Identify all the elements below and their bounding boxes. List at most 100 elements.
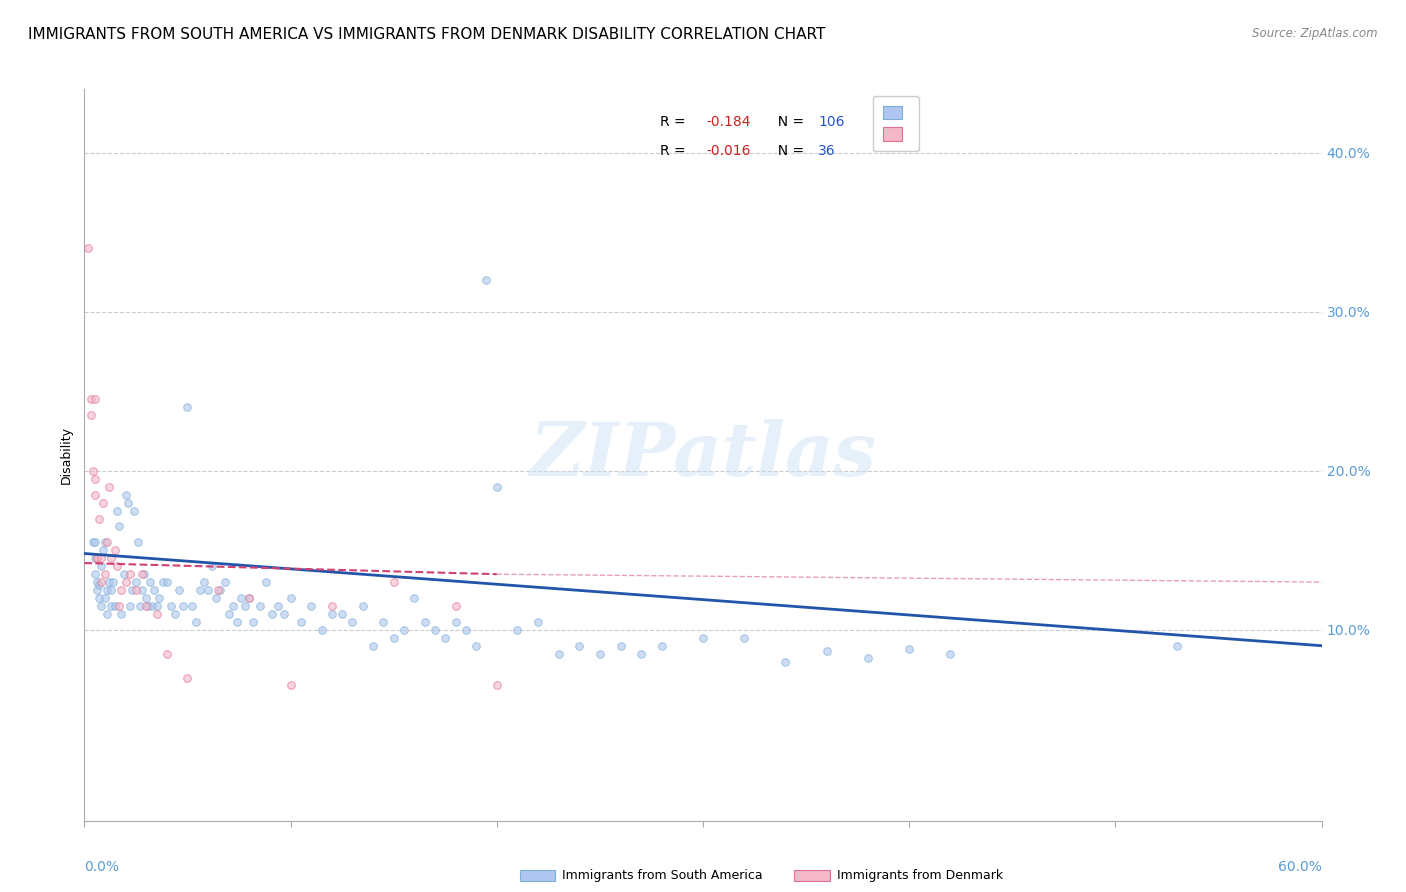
Point bbox=[382, 575, 405, 590]
Point bbox=[98, 480, 121, 494]
Point bbox=[290, 615, 312, 629]
Point bbox=[547, 647, 569, 661]
Point bbox=[114, 575, 136, 590]
Point bbox=[413, 615, 436, 629]
Point bbox=[1166, 639, 1188, 653]
Point bbox=[434, 631, 457, 645]
Point bbox=[527, 615, 550, 629]
Point bbox=[86, 583, 108, 598]
Point bbox=[100, 551, 122, 566]
Text: Immigrants from South America: Immigrants from South America bbox=[562, 869, 763, 881]
Point bbox=[110, 583, 132, 598]
Point bbox=[86, 551, 108, 566]
Point bbox=[136, 599, 159, 613]
Point bbox=[131, 567, 153, 582]
Point bbox=[222, 599, 245, 613]
Point bbox=[118, 567, 141, 582]
Point bbox=[110, 607, 132, 621]
Point bbox=[79, 408, 101, 422]
Point bbox=[361, 639, 384, 653]
Point bbox=[90, 575, 112, 590]
Point bbox=[86, 575, 108, 590]
Point bbox=[465, 639, 488, 653]
Point bbox=[321, 607, 343, 621]
Point bbox=[254, 575, 277, 590]
Point bbox=[90, 551, 112, 566]
Point bbox=[207, 583, 229, 598]
Text: ZIPatlas: ZIPatlas bbox=[530, 418, 876, 491]
Point bbox=[105, 503, 128, 517]
Point bbox=[267, 599, 290, 613]
Point bbox=[165, 607, 187, 621]
Point bbox=[485, 678, 508, 692]
Point bbox=[373, 615, 395, 629]
Point bbox=[898, 641, 921, 656]
Point bbox=[775, 655, 797, 669]
Point bbox=[180, 599, 202, 613]
Point bbox=[939, 647, 962, 661]
Point bbox=[141, 599, 163, 613]
Point bbox=[83, 472, 105, 486]
Point bbox=[79, 392, 101, 407]
Point bbox=[249, 599, 271, 613]
Point bbox=[280, 678, 302, 692]
Point bbox=[129, 599, 152, 613]
Point bbox=[100, 583, 122, 598]
Point bbox=[856, 651, 879, 665]
Point bbox=[82, 464, 104, 478]
Point bbox=[242, 615, 264, 629]
Point bbox=[87, 511, 110, 525]
Text: -0.016: -0.016 bbox=[707, 145, 751, 159]
Point bbox=[209, 583, 232, 598]
Point bbox=[100, 599, 122, 613]
Point bbox=[143, 583, 166, 598]
Text: -0.184: -0.184 bbox=[707, 115, 751, 129]
Point bbox=[117, 495, 139, 509]
Point bbox=[392, 623, 415, 637]
Point bbox=[156, 647, 179, 661]
Legend: , : , bbox=[873, 96, 918, 152]
Point bbox=[214, 575, 236, 590]
Point bbox=[404, 591, 426, 605]
Point bbox=[87, 578, 110, 592]
Point bbox=[692, 631, 714, 645]
Point bbox=[506, 623, 529, 637]
Point bbox=[91, 543, 114, 558]
Point bbox=[475, 273, 498, 287]
Point bbox=[82, 535, 104, 549]
Point bbox=[299, 599, 322, 613]
Point bbox=[176, 671, 198, 685]
Point bbox=[125, 583, 148, 598]
Text: 60.0%: 60.0% bbox=[1278, 861, 1322, 874]
Text: 0.0%: 0.0% bbox=[84, 861, 120, 874]
Point bbox=[86, 551, 108, 566]
Point bbox=[226, 615, 249, 629]
Point bbox=[238, 591, 260, 605]
Point bbox=[444, 615, 467, 629]
Point bbox=[96, 583, 118, 598]
Point bbox=[98, 575, 121, 590]
Point bbox=[454, 623, 477, 637]
Point bbox=[90, 599, 112, 613]
Point bbox=[122, 503, 145, 517]
Text: Source: ZipAtlas.com: Source: ZipAtlas.com bbox=[1253, 27, 1378, 40]
Point bbox=[139, 575, 162, 590]
Point bbox=[145, 599, 167, 613]
Point bbox=[77, 241, 100, 255]
Point bbox=[127, 535, 149, 549]
Point bbox=[568, 639, 591, 653]
Point bbox=[815, 643, 838, 657]
Point bbox=[83, 551, 105, 566]
Point bbox=[152, 575, 174, 590]
Point bbox=[311, 623, 333, 637]
Point bbox=[87, 591, 110, 605]
Point bbox=[172, 599, 194, 613]
Point bbox=[94, 567, 117, 582]
Point bbox=[108, 599, 131, 613]
Y-axis label: Disability: Disability bbox=[59, 425, 73, 484]
Text: N =: N = bbox=[769, 115, 808, 129]
Point bbox=[193, 575, 215, 590]
Point bbox=[156, 575, 179, 590]
Point bbox=[273, 607, 295, 621]
Point bbox=[342, 615, 364, 629]
